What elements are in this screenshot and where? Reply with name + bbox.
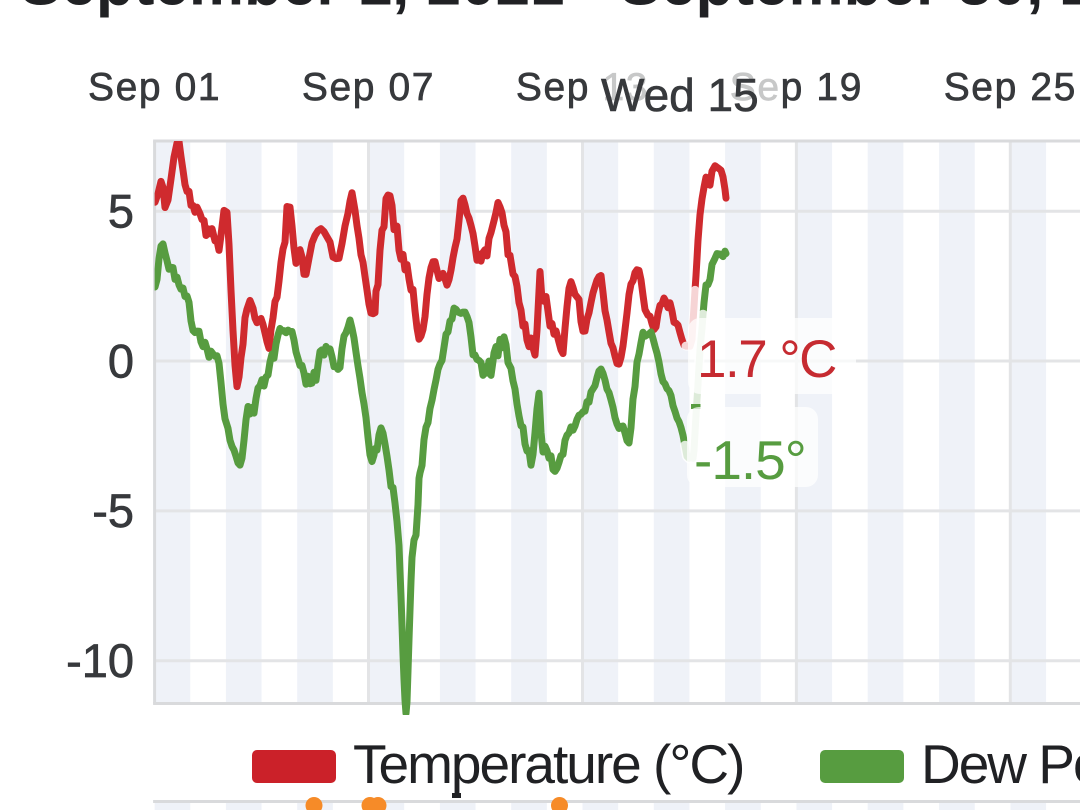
svg-text:1.7 °C: 1.7 °C	[697, 330, 836, 389]
svg-text:5: 5	[108, 185, 134, 238]
svg-text:-10: -10	[66, 634, 134, 687]
svg-text:Sep 07: Sep 07	[302, 66, 435, 109]
svg-text:-5: -5	[92, 484, 134, 537]
svg-text:-1.5°: -1.5°	[694, 429, 806, 491]
svg-text:0: 0	[108, 334, 134, 387]
svg-text:Temperature (°C): Temperature (°C)	[353, 733, 743, 795]
svg-text:Sep 01: Sep 01	[88, 66, 221, 109]
svg-text:Wed 15: Wed 15	[601, 69, 759, 121]
svg-text:Sep 25: Sep 25	[944, 66, 1077, 109]
svg-text:September 1, 2021 - September: September 1, 2021 - September 30, 2021	[20, 0, 1080, 19]
svg-text:Dew Point (°C): Dew Point (°C)	[921, 733, 1080, 795]
